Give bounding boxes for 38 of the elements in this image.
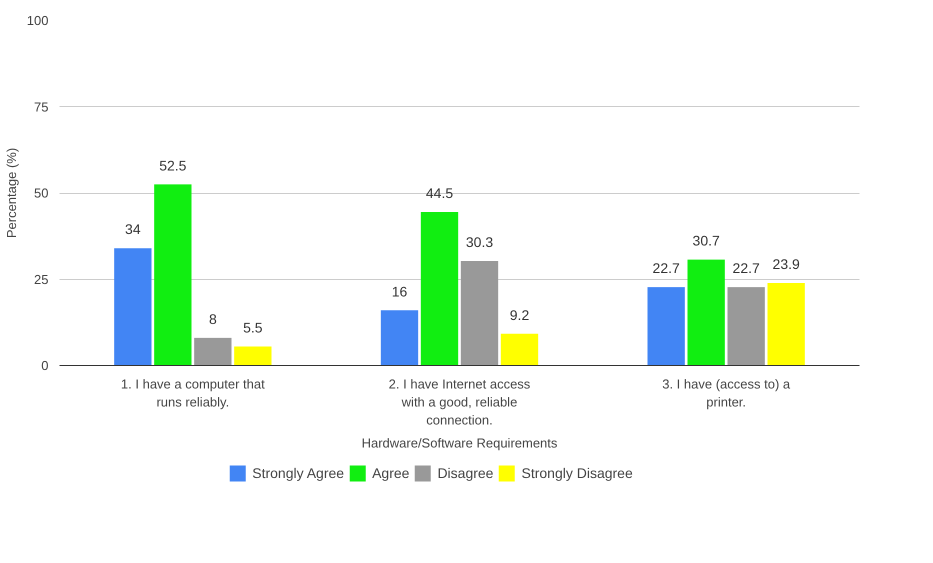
y-axis-title: Percentage (%) [4,148,19,238]
data-label: 52.5 [159,157,187,174]
x-axis-title: Hardware/Software Requirements [362,436,558,450]
legend-label: Disagree [437,465,494,481]
x-tick-label: 1. I have a computer that runs reliably. [120,376,266,410]
data-label: 9.2 [510,306,530,323]
data-label: 23.9 [772,256,800,272]
legend-label: Strongly Disagree [521,465,633,481]
bar [688,260,725,366]
bar [194,338,232,366]
y-tick-label: 25 [34,272,49,287]
bar [500,334,538,366]
bar [114,248,152,366]
x-tick-label: 3. I have (access to) a printer. [662,376,791,410]
data-label: 22.7 [652,260,680,276]
legend-label: Agree [372,465,410,481]
bar [648,287,685,366]
bar [234,346,272,366]
y-tick-label: 75 [34,99,49,114]
data-label: 22.7 [732,260,760,276]
bar [460,260,498,366]
data-label: 34 [125,221,141,238]
data-label: 30.3 [466,234,494,250]
data-label: 30.7 [692,232,720,249]
y-tick-label: 50 [34,186,49,200]
bar [768,283,805,366]
data-label: 5.5 [243,320,263,336]
data-label: 8 [208,310,217,327]
bar [420,212,458,366]
y-tick-label: 0 [41,358,49,373]
bar [154,184,192,366]
x-tick-label: 2. I have Internet access with a good, reliable connection. [388,376,531,428]
data-label: 44.5 [426,184,454,201]
bar [728,287,765,366]
y-tick-label: 100 [26,13,49,28]
bar [380,310,418,366]
legend-label: Strongly Agree [252,465,344,481]
data-label: 16 [392,283,408,300]
